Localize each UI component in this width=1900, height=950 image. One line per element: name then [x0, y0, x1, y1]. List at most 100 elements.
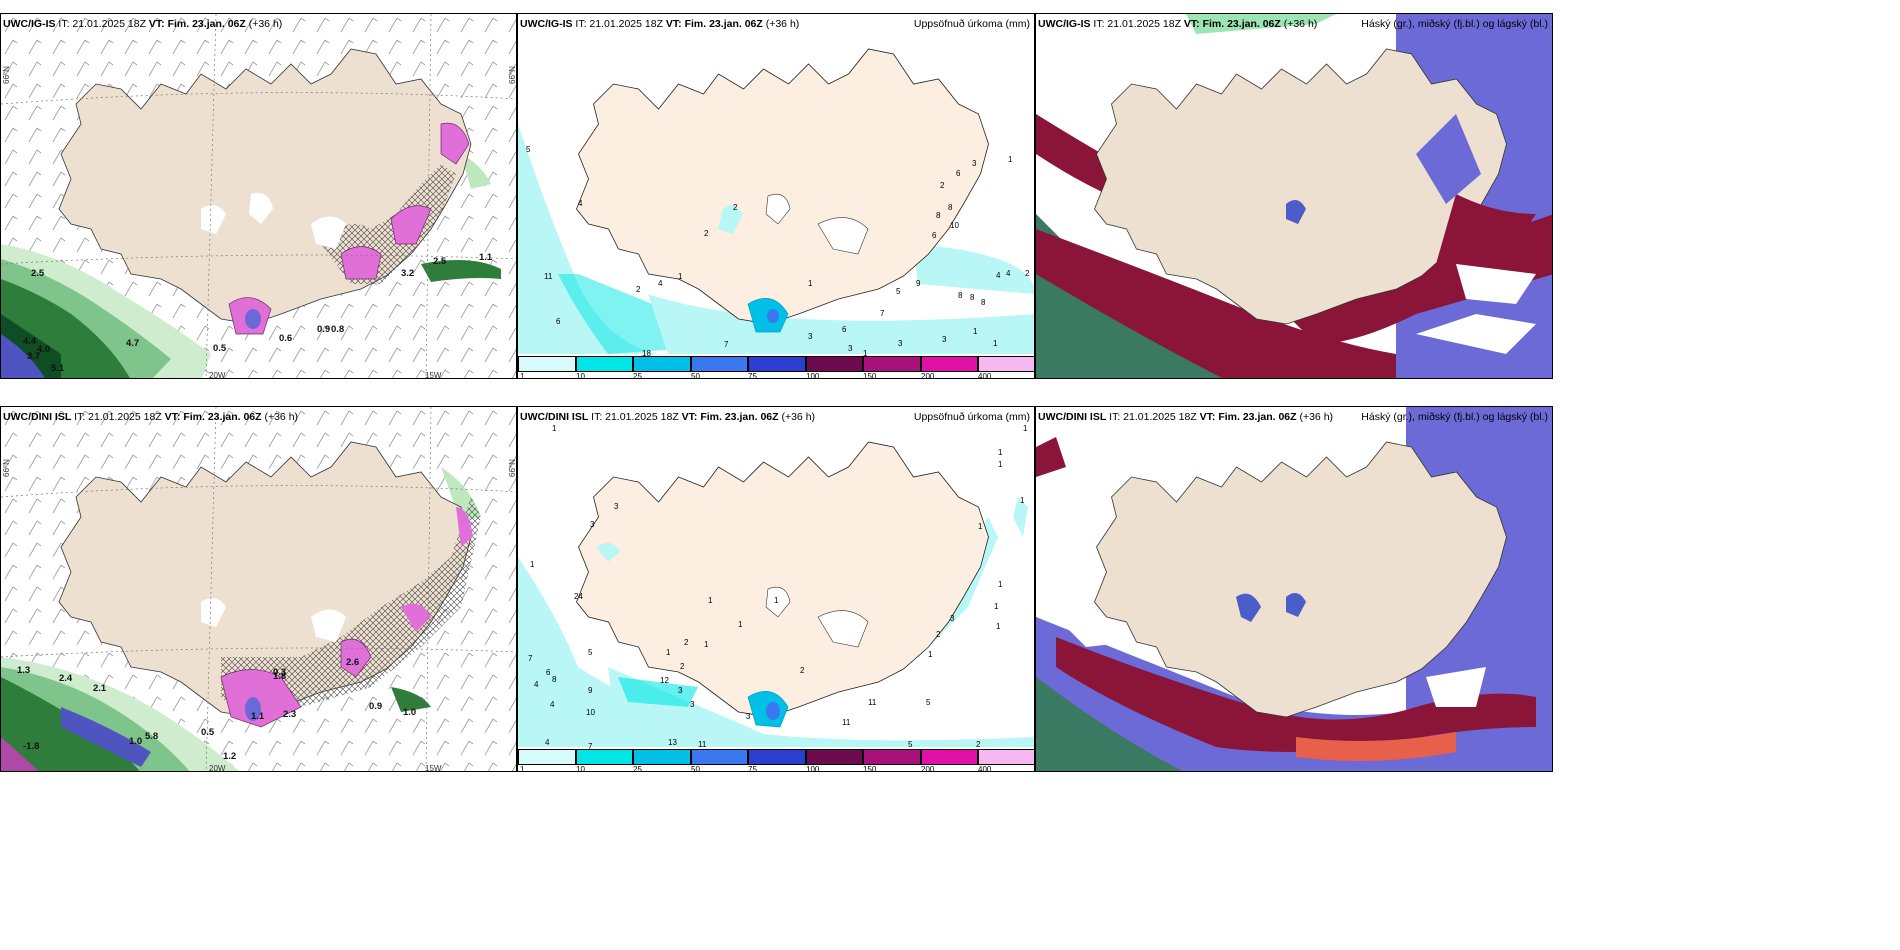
- rain-bands: [1, 467, 481, 771]
- legend-swatch: [921, 356, 978, 372]
- wind-map: 2.5 4.7 4.4 4.0 3.7 5.1 0.6 0.8 0.9 3.2 …: [1, 14, 517, 379]
- p2-label: 4: [658, 279, 663, 288]
- snow-areas: [201, 497, 481, 728]
- panel-field-title: Uppsöfnuð úrkoma (mm): [913, 411, 1030, 423]
- legend-tick: 1: [520, 372, 525, 379]
- p2-label: 1: [973, 327, 978, 336]
- graticule: [1, 407, 516, 771]
- legend-swatch: [576, 749, 633, 765]
- wind-map: 1.3 2.4 2.1 1.8 0.3 2.3 1.1 2.6 0.9 1.0 …: [1, 407, 516, 772]
- snow-areas: [201, 122, 470, 335]
- p5-label: 7: [528, 654, 533, 663]
- p2-label: 6: [932, 231, 937, 240]
- p5-label: 10: [586, 708, 595, 717]
- lon-label-20w: 20W: [209, 371, 226, 379]
- p5-label: 13: [668, 738, 677, 747]
- p2-label: 1: [808, 279, 813, 288]
- precip-legend: 1 10 25 50 75 100 150 200 400: [518, 747, 1034, 772]
- panel-field-title: Uppsöfnuð úrkoma (mm): [913, 18, 1030, 30]
- p5-label: 1: [998, 460, 1003, 469]
- cloud-map: [1036, 407, 1552, 771]
- p1-label: 5.1: [51, 363, 65, 374]
- p2-label: 3: [898, 339, 903, 348]
- legend-swatch: [806, 749, 863, 765]
- p2-label: 11: [544, 272, 553, 281]
- p1-label: 4.4: [23, 336, 37, 347]
- p5-label: 1: [530, 560, 535, 569]
- precip-over-land: [718, 193, 869, 333]
- legend-tick: 75: [748, 372, 757, 379]
- legend-swatch: [633, 749, 691, 765]
- legend-swatch: [863, 749, 921, 765]
- lon-label-15w: 15W: [425, 764, 442, 772]
- p5-label: 24: [574, 592, 583, 601]
- p2-label: 2: [733, 203, 738, 212]
- legend-swatch: [518, 356, 576, 372]
- panel-title: UWC/DINI ISL IT: 21.01.2025 18Z VT: Fim.…: [520, 411, 816, 423]
- p2-label: 4: [996, 271, 1001, 280]
- p1-label: 1.1: [479, 252, 493, 263]
- p4-label: 1.3: [17, 665, 30, 676]
- p5-label: 9: [588, 686, 593, 695]
- legend-tick: 25: [633, 765, 642, 772]
- p2-label: 3: [808, 332, 813, 341]
- precip-legend: 1 10 25 50 75 100 150 200 400: [518, 354, 1034, 379]
- p5-label: 3: [746, 712, 751, 721]
- p2-label: 3: [848, 344, 853, 353]
- lat-label-66n: 66°N: [2, 66, 11, 84]
- legend-tick: 50: [691, 765, 700, 772]
- p2-label: 8: [948, 203, 953, 212]
- p4-label: 1.0: [129, 736, 142, 747]
- p5-label: 6: [546, 668, 551, 677]
- p2-label: 1: [1008, 155, 1013, 164]
- legend-tick: 200: [921, 372, 935, 379]
- p1-label: 3.7: [27, 351, 40, 362]
- p5-label: 3: [690, 700, 695, 709]
- p1-label: 2.5: [433, 256, 447, 267]
- legend-swatch: [748, 356, 806, 372]
- p2-label: 1: [993, 339, 998, 348]
- p5-label: 1: [978, 522, 983, 531]
- precip-map: 5 4 2 2 1 11 6 2 4 1 1 3 6 8 10 8 2 4 6 …: [518, 14, 1034, 358]
- p5-label: 1: [928, 650, 933, 659]
- p5-label: 5: [588, 648, 593, 657]
- p2-label: 8: [958, 291, 963, 300]
- legend-swatch: [806, 356, 863, 372]
- legend-swatch: [921, 749, 978, 765]
- p2-label: 18: [642, 349, 651, 358]
- legend-tick: 100: [806, 372, 820, 379]
- lat-label-66n-right: 66°N: [508, 66, 517, 84]
- p4-label: 0.3: [273, 667, 286, 678]
- map-panel-precip-dini: 1 1 1 1 1 1 3 3 24 1 7 4 8 6 5 9 4 10 2 …: [517, 406, 1035, 772]
- p5-label: 2: [680, 662, 685, 671]
- legend-tick: 10: [576, 372, 585, 379]
- legend-swatch: [691, 749, 748, 765]
- p1-label: 0.9: [317, 324, 330, 335]
- p5-label: 1: [774, 596, 779, 605]
- p5-label: 1: [738, 620, 743, 629]
- precip-map: 1 1 1 1 1 1 3 3 24 1 7 4 8 6 5 9 4 10 2 …: [518, 424, 1034, 771]
- p5-label: 1: [1023, 424, 1028, 433]
- p5-label: 4: [534, 680, 539, 689]
- p2-label: 5: [896, 287, 901, 296]
- p2-label: 3: [942, 335, 947, 344]
- p5-label: 2: [800, 666, 805, 675]
- p2-label: 7: [724, 340, 729, 349]
- rain-bands: [1, 154, 501, 378]
- p5-label: 4: [545, 738, 550, 747]
- p4-label: 2.1: [93, 683, 107, 694]
- p4-label: 1.2: [223, 751, 236, 762]
- p5-label: 3: [678, 686, 683, 695]
- panel-title: UWC/DINI ISL IT: 21.01.2025 18Z VT: Fim.…: [3, 411, 299, 423]
- panel-title: UWC/DINI ISL IT: 21.01.2025 18Z VT: Fim.…: [1038, 411, 1334, 423]
- p2-label: 6: [556, 317, 561, 326]
- p1-label: 2.5: [31, 268, 45, 279]
- lon-label-20w: 20W: [209, 764, 226, 772]
- p1-label: 4.7: [126, 338, 139, 349]
- p2-label: 6: [842, 325, 847, 334]
- p5-value-labels: 1 1 1 1 1 1 3 3 24 1 7 4 8 6 5 9 4 10 2 …: [528, 424, 1028, 771]
- panel-title: UWC/IG-IS IT: 21.01.2025 18Z VT: Fim. 23…: [520, 18, 800, 30]
- legend-tick: 400: [978, 372, 992, 379]
- p4-label: 2.3: [283, 709, 296, 720]
- legend-tick: 25: [633, 372, 642, 379]
